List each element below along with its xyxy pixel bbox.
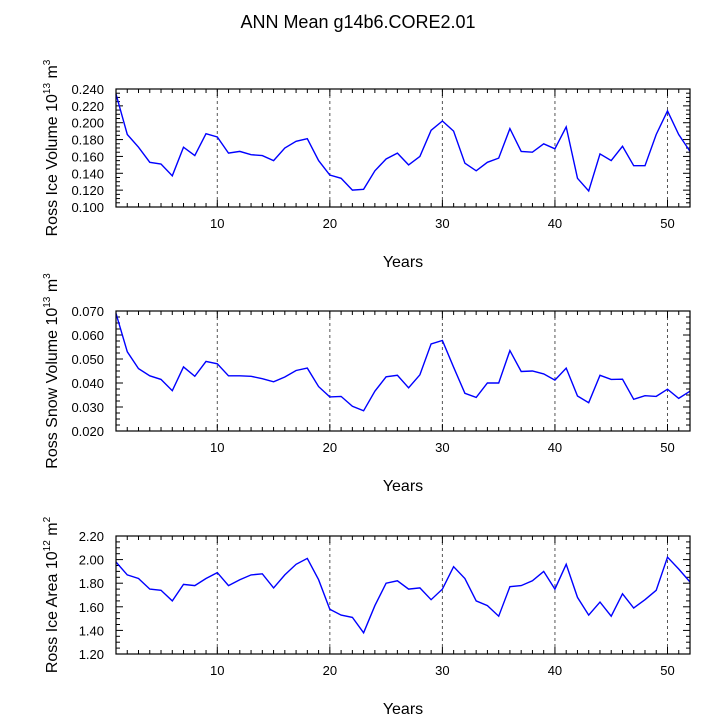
y-tick-label: 0.050 xyxy=(71,352,104,367)
x-tick-label: 10 xyxy=(210,663,224,678)
y-tick-label: 1.60 xyxy=(79,600,104,615)
x-tick-label: 20 xyxy=(323,663,337,678)
plot-frame xyxy=(115,535,691,655)
panel-2: 10 20 30 40 50 0.020 0.030 0.040 0.050 0.060 0.070… xyxy=(42,273,691,495)
y-tick-label: 0.040 xyxy=(71,376,104,391)
x-tick-label: 20 xyxy=(323,440,337,455)
y-tick-label: 0.220 xyxy=(71,99,104,114)
y-tick-label: 2.20 xyxy=(79,529,104,544)
y-tick-label: 0.120 xyxy=(71,183,104,198)
x-tick-label: 40 xyxy=(548,440,562,455)
plot-frame xyxy=(115,310,691,432)
y-tick-label: 0.240 xyxy=(71,82,104,97)
x-tick-label: 50 xyxy=(660,663,674,678)
y-axis-label: Ross Snow Volume 1013 m3 xyxy=(42,273,61,469)
x-tick-label: 40 xyxy=(548,216,562,231)
y-tick-label: 0.020 xyxy=(71,424,104,439)
x-tick-label: 40 xyxy=(548,663,562,678)
y-tick-label: 0.030 xyxy=(71,400,104,415)
y-tick-label: 0.200 xyxy=(71,116,104,131)
x-tick-label: 30 xyxy=(435,440,449,455)
y-axis-label: Ross Ice Area 1012 m2 xyxy=(42,516,61,673)
x-tick-label: 10 xyxy=(210,440,224,455)
y-axis-label: Ross Ice Volume 1013 m3 xyxy=(42,59,61,236)
x-tick-label: 30 xyxy=(435,216,449,231)
x-axis-label: Years xyxy=(383,254,423,271)
x-axis-label: Years xyxy=(383,701,423,715)
x-axis-label: Years xyxy=(383,478,423,495)
plot-frame xyxy=(115,88,691,208)
y-tick-label: 1.20 xyxy=(79,647,104,662)
y-tick-label: 0.140 xyxy=(71,166,104,181)
y-tick-label: 2.00 xyxy=(79,553,104,568)
x-tick-label: 50 xyxy=(660,216,674,231)
y-tick-label: 0.100 xyxy=(71,200,104,215)
y-tick-label: 0.180 xyxy=(71,133,104,148)
y-tick-label: 0.160 xyxy=(71,149,104,164)
chart-title: ANN Mean g14b6.CORE2.01 xyxy=(240,12,475,32)
series-line xyxy=(115,555,691,635)
x-tick-label: 20 xyxy=(323,216,337,231)
series-line xyxy=(115,313,691,412)
x-tick-label: 10 xyxy=(210,216,224,231)
series-line xyxy=(115,93,691,193)
x-tick-label: 30 xyxy=(435,663,449,678)
x-tick-label: 50 xyxy=(660,440,674,455)
panel-3: 10 20 30 40 50 1.20 1.40 1.60 1.80 2.00 2.20 Years R… xyxy=(42,516,691,715)
y-tick-label: 1.40 xyxy=(79,623,104,638)
y-tick-label: 0.070 xyxy=(71,304,104,319)
y-tick-label: 0.060 xyxy=(71,328,104,343)
y-tick-label: 1.80 xyxy=(79,576,104,591)
